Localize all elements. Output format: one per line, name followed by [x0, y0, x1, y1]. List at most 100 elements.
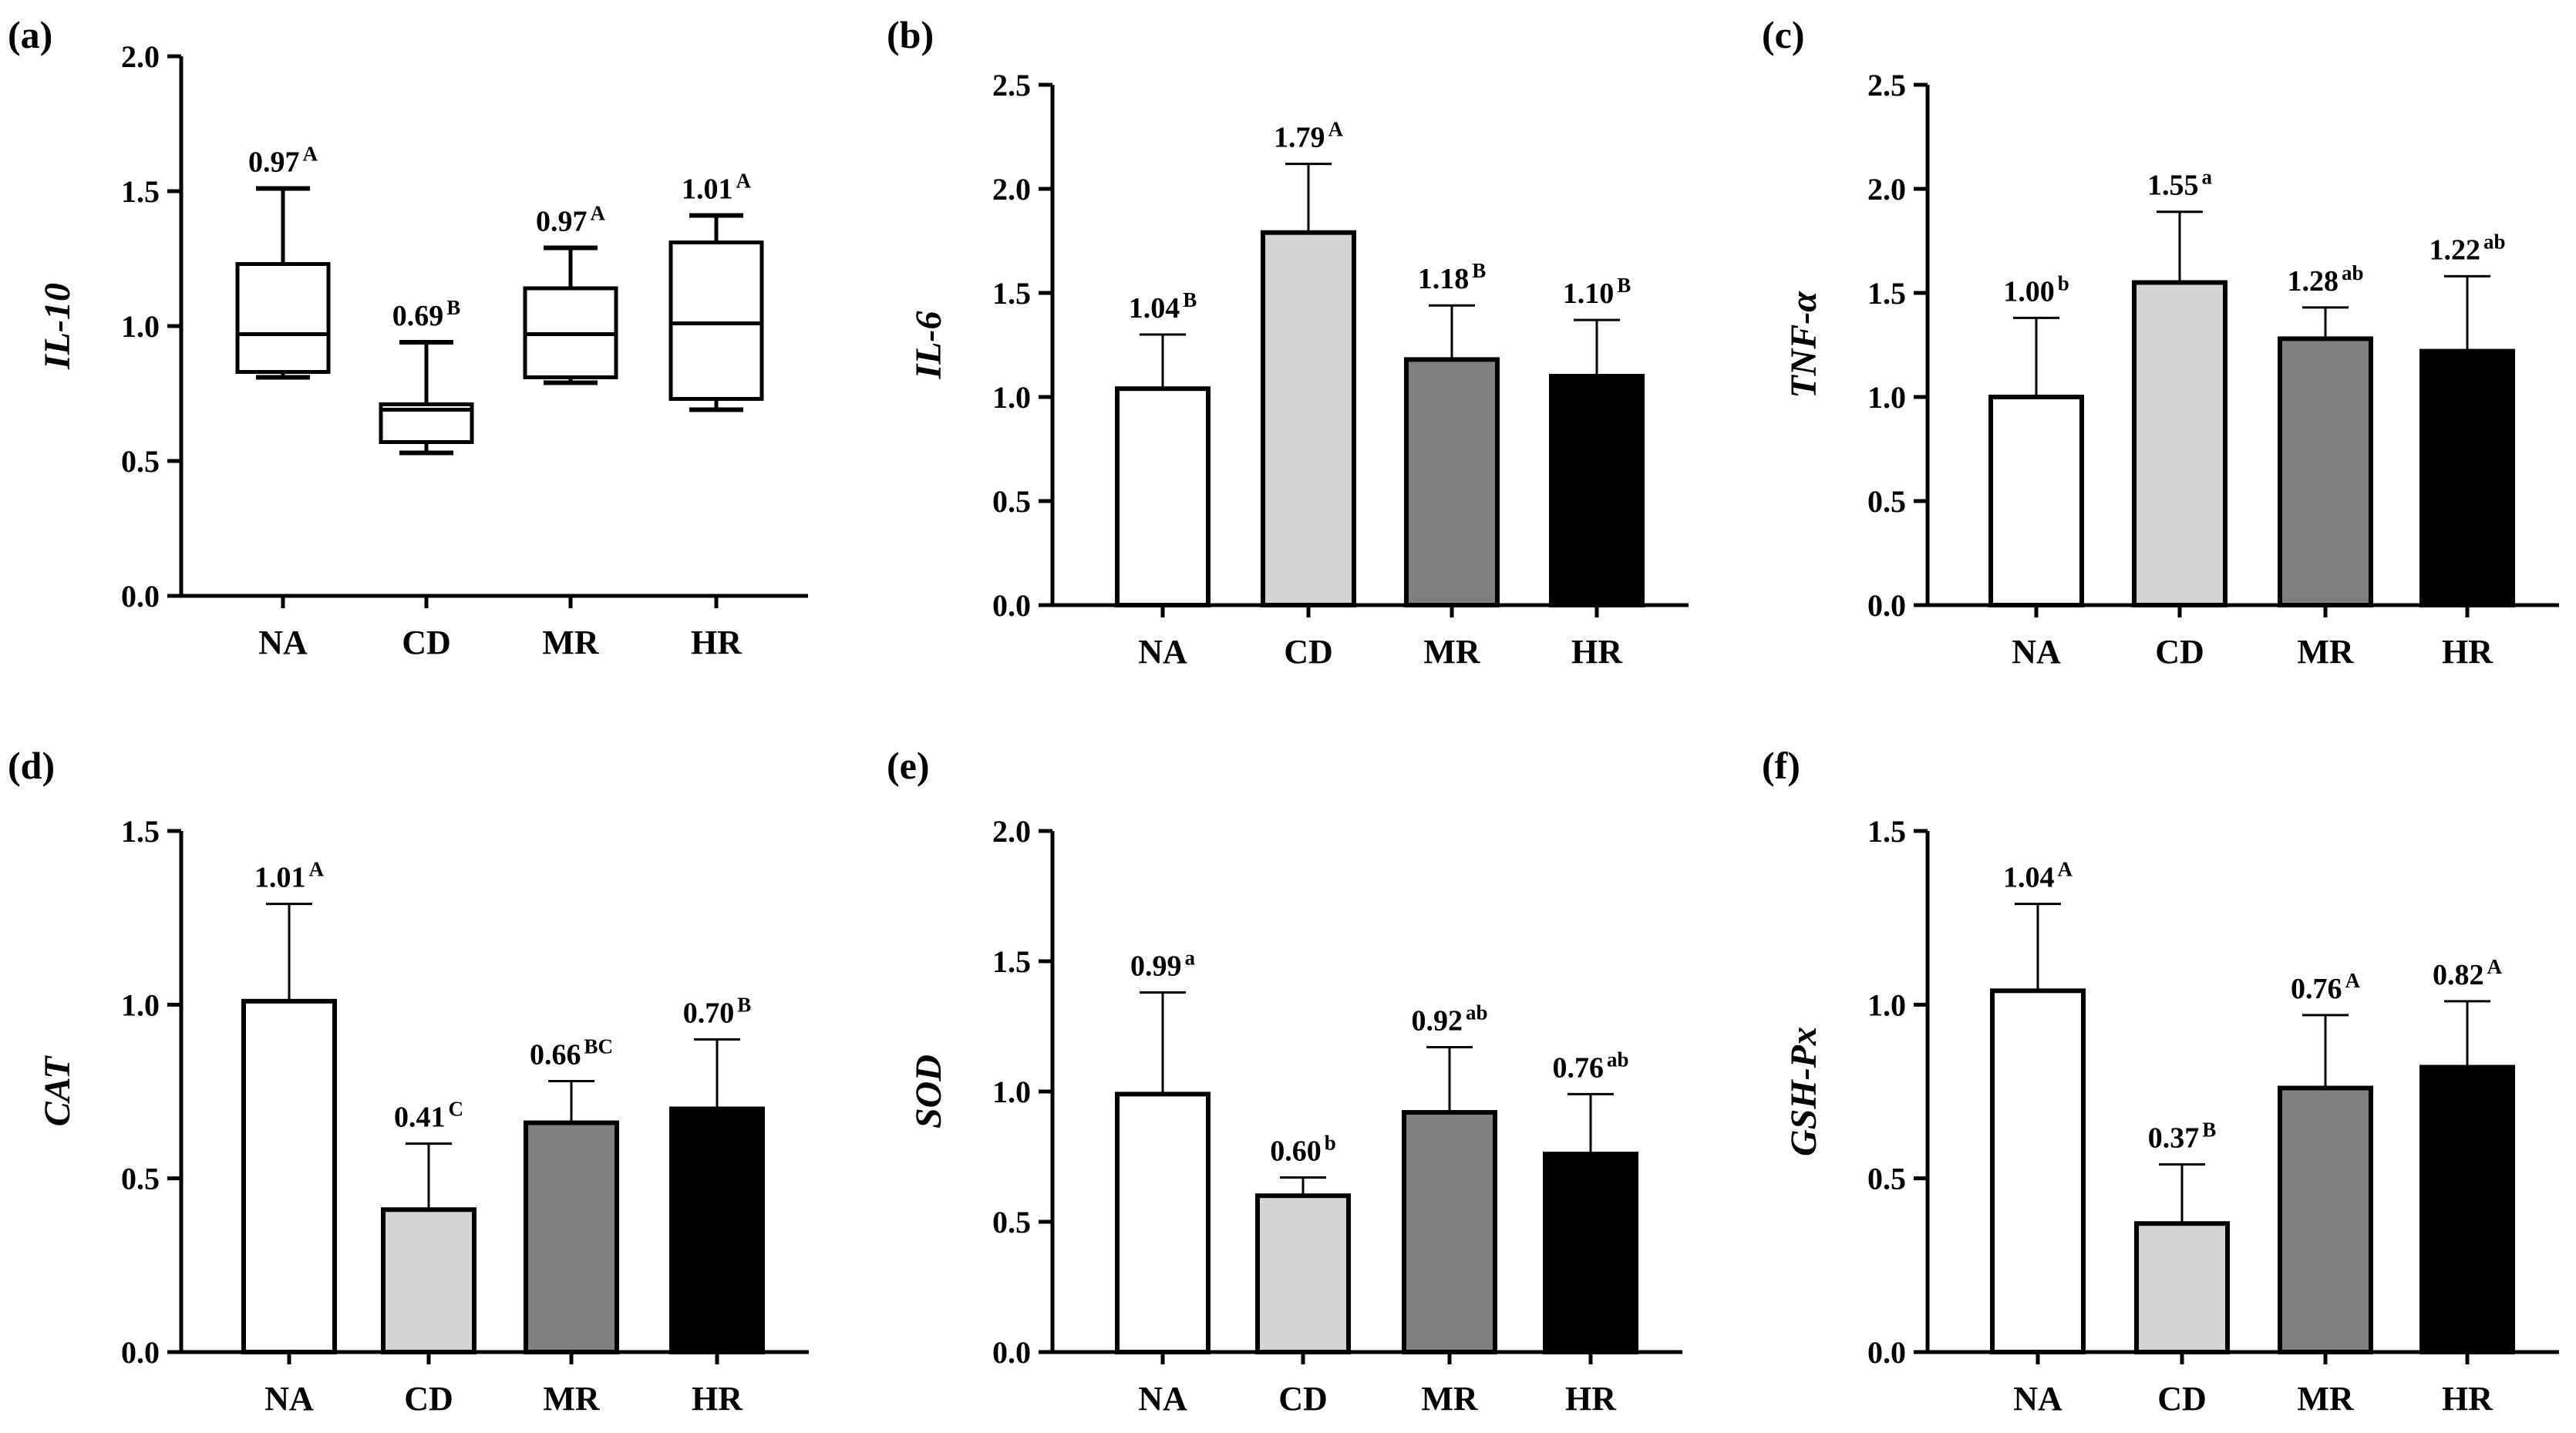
significance-letter: A: [2058, 858, 2073, 881]
y-tick-label: 0.0: [1867, 1335, 1906, 1370]
y-tick-label: 0.0: [1867, 588, 1906, 623]
x-tick-label: CD: [1284, 633, 1333, 671]
significance-letter: ab: [2483, 230, 2506, 253]
value-label: 1.28: [2287, 265, 2339, 298]
value-label: 1.04: [1129, 292, 1180, 325]
value-label: 0.97: [248, 146, 300, 179]
y-tick-label: 0.5: [1867, 1162, 1906, 1196]
bar-cd: [2132, 280, 2227, 607]
x-tick-label: HR: [1565, 1380, 1617, 1418]
significance-letter: C: [449, 1098, 464, 1121]
x-tick-label: NA: [1138, 1380, 1187, 1418]
y-axis-label: CAT: [37, 1055, 78, 1126]
value-annotation: 1.28 ab: [2287, 261, 2363, 298]
y-tick-label: 1.0: [121, 309, 160, 344]
significance-letter: ab: [1466, 1001, 1488, 1024]
value-annotation: 0.76 A: [2291, 969, 2361, 1005]
value-label: 0.69: [392, 300, 444, 332]
value-label: 0.60: [1270, 1135, 1322, 1168]
y-tick-label: 1.5: [121, 814, 160, 849]
y-tick-label: 1.0: [992, 380, 1031, 415]
x-tick-label: HR: [2442, 633, 2494, 671]
value-label: 1.04: [2003, 862, 2055, 894]
x-tick-label: MR: [1423, 633, 1481, 671]
box-na: [235, 262, 331, 374]
value-annotation: 0.92 ab: [1411, 1001, 1487, 1038]
y-tick-label: 1.5: [121, 174, 160, 209]
y-tick-label: 0.5: [992, 1205, 1031, 1240]
significance-letter: A: [303, 143, 318, 166]
bar-na: [1115, 386, 1211, 607]
x-tick-label: HR: [692, 1380, 743, 1418]
y-axis-label: SOD: [908, 1055, 949, 1129]
panel-label: (b): [887, 13, 934, 56]
bar-hr: [1549, 374, 1645, 607]
y-tick-label: 0.5: [1867, 484, 1906, 519]
significance-letter: ab: [1607, 1048, 1629, 1071]
y-tick-label: 1.5: [992, 276, 1031, 311]
significance-letter: B: [1472, 259, 1486, 282]
panel-label: (a): [8, 13, 52, 56]
y-tick-label: 0.5: [121, 444, 160, 479]
x-tick-label: CD: [2155, 633, 2204, 671]
value-label: 0.92: [1411, 1005, 1463, 1038]
x-tick-label: MR: [542, 624, 600, 661]
y-tick-label: 2.5: [1867, 68, 1906, 103]
value-annotation: 1.00 b: [2003, 271, 2069, 308]
bar-na: [1990, 988, 2086, 1354]
bar-cd: [2134, 1221, 2230, 1354]
value-annotation: 0.97 A: [536, 202, 606, 238]
y-tick-label: 1.5: [992, 944, 1031, 979]
value-annotation: 0.66 BC: [530, 1034, 613, 1071]
value-label: 1.55: [2147, 170, 2199, 202]
value-label: 0.70: [683, 997, 735, 1029]
bar-mr: [2278, 1085, 2373, 1354]
y-axis-label: IL-10: [37, 283, 78, 370]
value-annotation: 1.01 A: [682, 170, 752, 206]
value-label: 1.00: [2003, 275, 2055, 308]
y-tick-label: 2.0: [992, 172, 1031, 207]
value-label: 0.97: [536, 206, 588, 238]
significance-letter: B: [1183, 288, 1197, 311]
value-annotation: 1.10 B: [1563, 274, 1631, 310]
significance-letter: A: [1328, 118, 1344, 141]
value-annotation: 0.37 B: [2148, 1118, 2217, 1155]
y-tick-label: 2.5: [992, 68, 1031, 103]
y-tick-label: 0.0: [992, 1335, 1031, 1370]
y-tick-label: 0.5: [992, 484, 1031, 519]
value-annotation: 0.60 b: [1270, 1132, 1336, 1168]
bar-hr: [1543, 1152, 1638, 1354]
value-annotation: 0.70 B: [683, 993, 752, 1029]
y-axis-label: GSH-Px: [1783, 1027, 1824, 1156]
bar-cd: [1261, 230, 1356, 607]
panel-label: (c): [1762, 13, 1805, 56]
x-tick-label: CD: [404, 1380, 453, 1418]
value-annotation: 0.97 A: [248, 143, 318, 179]
value-annotation: 0.41 C: [394, 1098, 463, 1134]
panel-e: (e) 0.0 0.5 1.0 1.5 2.0 SOD NA 0.99 a CD 0.60 b MR 0.9…: [887, 744, 1682, 1418]
value-label: 0.76: [2291, 973, 2342, 1005]
significance-letter: A: [736, 170, 752, 193]
bar-cd: [1255, 1193, 1351, 1354]
value-label: 0.66: [530, 1038, 581, 1071]
x-tick-label: HR: [2442, 1380, 2494, 1418]
value-annotation: 1.18 B: [1418, 259, 1487, 295]
bar-hr: [2419, 348, 2515, 607]
bar-mr: [1402, 1110, 1497, 1355]
y-tick-label: 0.0: [121, 579, 160, 614]
y-tick-label: 1.5: [1867, 276, 1906, 311]
value-annotation: 1.04 A: [2003, 858, 2073, 894]
x-tick-label: HR: [1571, 633, 1623, 671]
value-label: 0.99: [1130, 950, 1182, 983]
y-axis-label: TNF-α: [1783, 291, 1824, 399]
significance-letter: a: [1185, 947, 1196, 970]
significance-letter: B: [737, 993, 751, 1016]
significance-letter: A: [2345, 969, 2361, 992]
x-tick-label: HR: [691, 624, 742, 661]
value-annotation: 0.82 A: [2433, 955, 2503, 991]
x-tick-label: NA: [258, 624, 308, 661]
